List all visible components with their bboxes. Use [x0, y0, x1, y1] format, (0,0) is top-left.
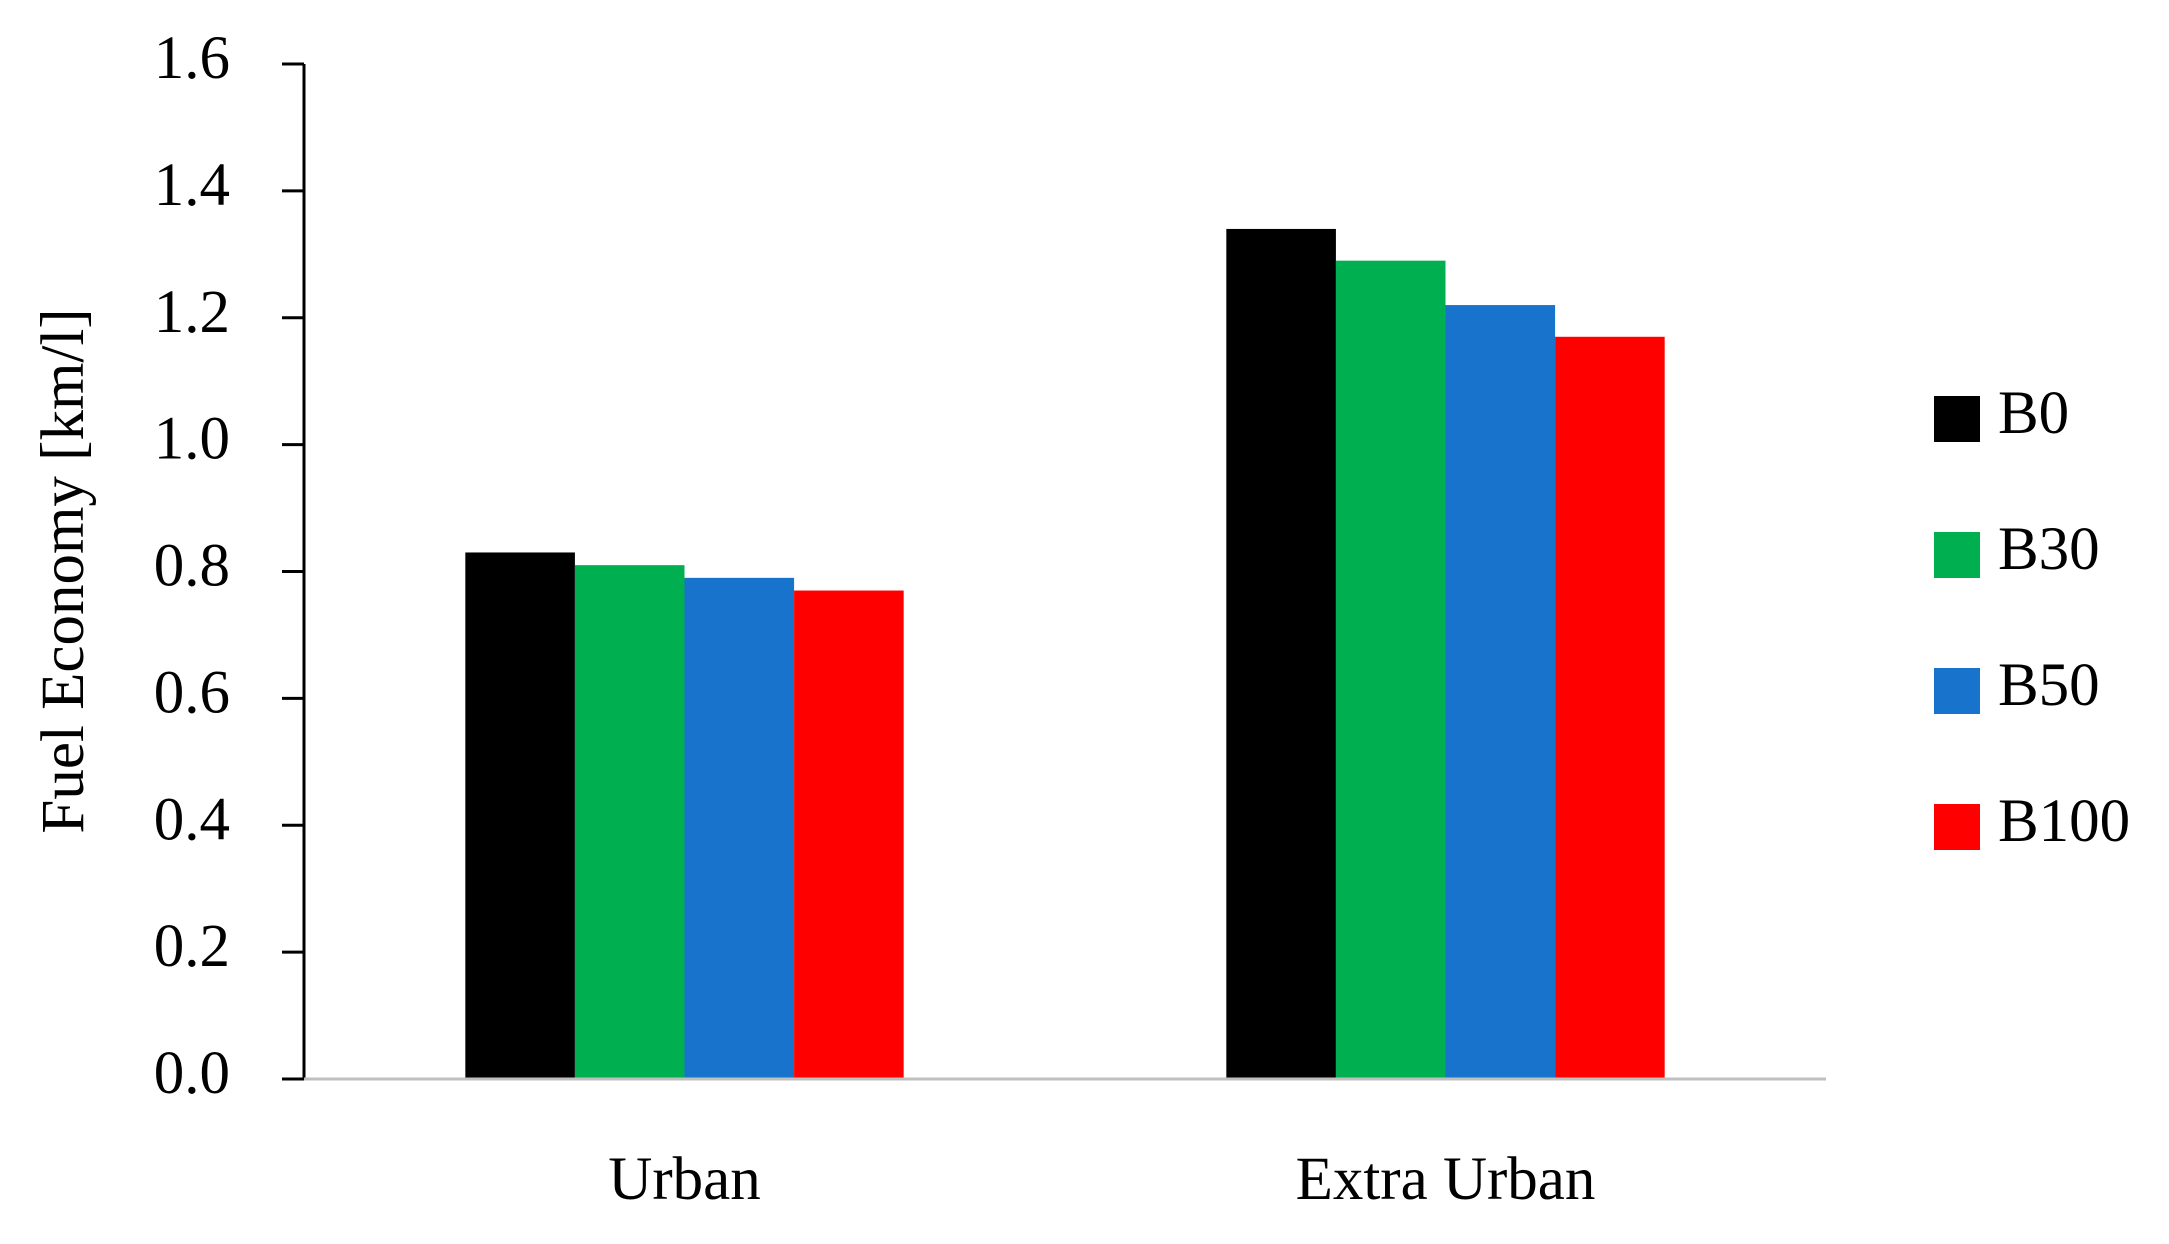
bar: [574, 565, 685, 1079]
y-tick-label: 1.4: [154, 152, 230, 219]
y-tick-label: 0.8: [154, 533, 230, 600]
legend-label: B100: [1998, 788, 2130, 855]
y-tick-label: 1.0: [154, 406, 230, 473]
y-tick-label: 0.4: [154, 786, 230, 853]
y-tick-label: 0.2: [154, 913, 230, 980]
x-tick-label: Urban: [608, 1146, 760, 1213]
y-tick-label: 0.6: [154, 659, 230, 726]
legend-swatch: [1934, 396, 1980, 442]
bar: [794, 590, 904, 1079]
legend-swatch: [1934, 532, 1980, 578]
legend-label: B50: [1998, 652, 2100, 719]
bar: [1445, 305, 1556, 1079]
legend-swatch: [1934, 804, 1980, 850]
y-tick-label: 1.6: [154, 25, 230, 92]
legend-swatch: [1934, 668, 1980, 714]
x-tick-label: Extra Urban: [1296, 1146, 1596, 1213]
legend-label: B0: [1998, 380, 2069, 447]
legend-label: B30: [1998, 516, 2100, 583]
bar: [1555, 336, 1665, 1079]
y-axis-label: Fuel Economy [km/l]: [30, 308, 97, 833]
y-tick-label: 0.0: [154, 1040, 230, 1107]
bar: [1226, 228, 1336, 1079]
y-tick-label: 1.2: [154, 279, 230, 346]
bar: [684, 577, 795, 1079]
bar: [1335, 260, 1446, 1079]
bar: [465, 552, 575, 1079]
